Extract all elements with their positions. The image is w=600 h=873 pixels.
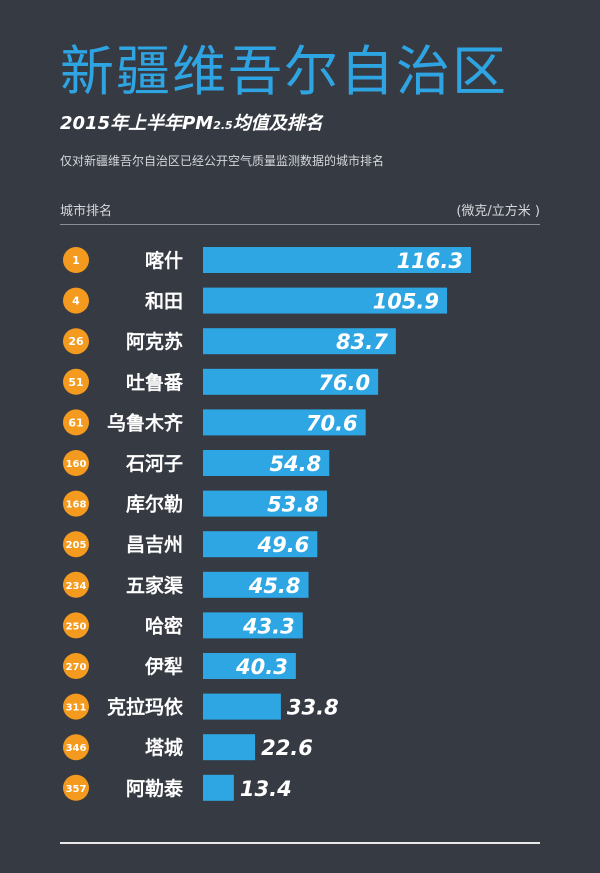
city-label: 喀什 [145, 249, 183, 272]
bar [203, 734, 256, 761]
rank-label: 51 [68, 376, 83, 389]
rank-badge [63, 571, 89, 598]
rank-label: 311 [66, 703, 87, 714]
rank-label: 26 [68, 335, 84, 348]
bar [203, 368, 379, 395]
value-label: 54.8 [269, 452, 321, 476]
bar [203, 287, 448, 314]
rank-badge [63, 368, 89, 395]
rank-label: 270 [66, 662, 87, 673]
rank-badge [63, 612, 89, 639]
rank-badge [63, 653, 89, 679]
rank-label: 168 [66, 500, 87, 511]
rank-label: 1 [72, 254, 80, 267]
city-label: 塔城 [145, 736, 183, 759]
rank-label: 205 [66, 540, 87, 551]
rank-badge [63, 531, 89, 558]
value-label: 49.6 [256, 533, 309, 557]
bar [203, 490, 327, 517]
value-label: 76.0 [318, 371, 370, 395]
value-label: 116.3 [397, 249, 463, 273]
value-label: 43.3 [242, 614, 295, 638]
value-label: 105.9 [373, 290, 439, 314]
rank-badge [63, 774, 89, 801]
rank-badge [63, 287, 89, 314]
rank-badge [63, 490, 89, 517]
bar [203, 774, 234, 801]
column-header-unit: (微克/立方米 ) [456, 204, 540, 219]
chart-description: 仅对新疆维吾尔自治区已经公开空气质量监测数据的城市排名 [60, 154, 385, 168]
column-header-rank: 城市排名 [60, 204, 113, 219]
rank-label: 250 [66, 621, 87, 632]
rank-badge [63, 734, 89, 761]
value-label: 40.3 [235, 655, 288, 679]
rank-label: 160 [66, 459, 87, 470]
subtitle-subscript: 2.5 [213, 119, 233, 132]
rank-badge [63, 450, 89, 476]
rank-label: 4 [72, 295, 80, 308]
bar [203, 531, 318, 558]
value-label: 13.4 [240, 777, 292, 801]
rank-badge [63, 693, 89, 720]
bar [203, 409, 366, 436]
city-label: 库尔勒 [126, 493, 183, 516]
city-label: 昌吉州 [126, 533, 183, 556]
subtitle-tail: 均值及排名 [232, 113, 323, 134]
city-label: 乌鲁木齐 [107, 411, 184, 434]
city-label: 石河子 [125, 453, 183, 475]
bar [203, 450, 330, 476]
bar [203, 612, 303, 639]
city-label: 哈密 [145, 614, 183, 637]
bar [203, 328, 396, 355]
city-label: 吐鲁番 [126, 371, 184, 394]
header-divider [60, 224, 540, 225]
city-label: 克拉玛依 [107, 696, 184, 719]
bar [203, 571, 309, 598]
bar [203, 247, 471, 273]
rank-label: 346 [66, 743, 87, 754]
value-label: 83.7 [336, 330, 388, 354]
value-label: 53.8 [267, 493, 319, 517]
bar [203, 653, 296, 679]
rank-label: 357 [66, 784, 87, 795]
city-label: 和田 [145, 290, 183, 313]
footer-divider [60, 842, 540, 844]
rank-badge [63, 247, 89, 273]
rank-badge [63, 328, 89, 355]
value-label: 70.6 [306, 411, 358, 435]
city-label: 阿勒泰 [126, 777, 184, 800]
city-label: 五家渠 [126, 574, 183, 597]
value-label: 33.8 [287, 696, 339, 720]
city-label: 伊犁 [144, 655, 183, 678]
rank-label: 61 [68, 416, 83, 429]
page-title: 新疆维吾尔自治区 [60, 40, 508, 103]
chart-subtitle: 2015年上半年PM2.5均值及排名 [60, 112, 323, 138]
value-label: 22.6 [261, 736, 313, 760]
rank-label: 234 [66, 581, 87, 592]
value-label: 45.8 [248, 574, 301, 598]
rank-badge [63, 409, 89, 436]
city-label: 阿克苏 [126, 330, 183, 353]
subtitle-main: 2015年上半年PM [60, 113, 214, 134]
bar [203, 693, 281, 720]
